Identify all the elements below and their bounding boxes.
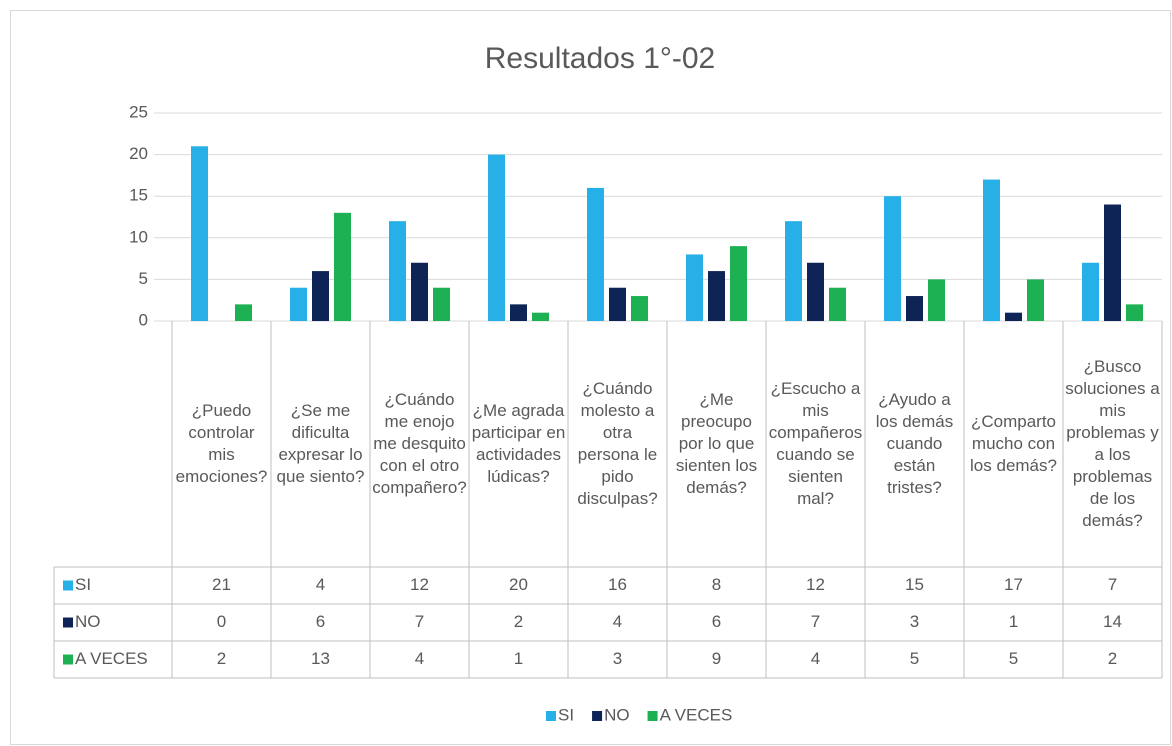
bar	[686, 254, 703, 321]
category-label: ¿Busco soluciones a mis problemas y a lo…	[1065, 357, 1160, 530]
bar	[730, 246, 747, 321]
legend-swatch	[647, 711, 658, 721]
table-value: 2	[514, 612, 523, 631]
bar	[191, 146, 208, 321]
legend-label: NO	[604, 705, 630, 724]
category-label: ¿Escucho a mis compañeros cuando se sien…	[768, 379, 863, 508]
bar	[389, 221, 406, 321]
bar	[631, 296, 648, 321]
bar	[532, 312, 549, 321]
bar	[983, 179, 1000, 321]
table-value: 2	[1108, 649, 1117, 668]
category-label: ¿Puedo controlar mis emociones?	[175, 401, 268, 486]
bar	[906, 296, 923, 321]
table-value: 7	[1108, 575, 1117, 594]
y-tick-label: 0	[139, 310, 148, 329]
bar	[433, 287, 450, 321]
chart-border	[10, 10, 1171, 745]
table-value: 6	[316, 612, 325, 631]
legend-swatch	[546, 711, 556, 721]
table-value: 17	[1004, 575, 1023, 594]
bar	[807, 262, 824, 321]
bar	[1005, 312, 1022, 321]
table-value: 3	[613, 649, 622, 668]
bar	[884, 196, 901, 321]
bar	[290, 287, 307, 321]
table-row-label: A VECES	[75, 649, 148, 668]
table-value: 20	[509, 575, 528, 594]
table-value: 0	[217, 612, 226, 631]
table-value: 1	[1009, 612, 1018, 631]
table-value: 8	[712, 575, 721, 594]
table-value: 13	[311, 649, 330, 668]
table-value: 15	[905, 575, 924, 594]
category-label: ¿Comparto mucho con los demás?	[970, 412, 1057, 475]
category-label: ¿Me preocupo por lo que sienten los demá…	[675, 390, 758, 497]
table-value: 16	[608, 575, 627, 594]
y-tick-label: 5	[139, 269, 148, 288]
table-value: 7	[415, 612, 424, 631]
bar	[411, 262, 428, 321]
table-value: 21	[212, 575, 231, 594]
table-value: 4	[415, 649, 424, 668]
legend-label: A VECES	[660, 705, 733, 724]
legend-key	[63, 654, 73, 665]
table-row-label: SI	[75, 575, 91, 594]
table-value: 7	[811, 612, 820, 631]
category-label: ¿Cuándo me enojo me desquito con el otro…	[372, 390, 467, 497]
table-value: 12	[410, 575, 429, 594]
table-row-label: NO	[75, 612, 101, 631]
category-label: ¿Se me dificulta expresar lo que siento?	[276, 401, 365, 486]
table-value: 4	[613, 612, 622, 631]
table-value: 2	[217, 649, 226, 668]
table-value: 12	[806, 575, 825, 594]
bar	[785, 221, 802, 321]
bar	[510, 304, 527, 321]
table-value: 14	[1103, 612, 1122, 631]
table-value: 4	[316, 575, 325, 594]
bar	[1082, 262, 1099, 321]
legend-swatch	[592, 711, 603, 721]
bar	[928, 279, 945, 321]
y-tick-label: 25	[129, 102, 148, 121]
category-label: ¿Me agrada participar en actividades lúd…	[471, 401, 566, 486]
table-value: 4	[811, 649, 820, 668]
bar	[1126, 304, 1143, 321]
y-tick-label: 15	[129, 186, 148, 205]
legend-key	[63, 617, 73, 628]
y-tick-label: 10	[129, 227, 148, 246]
table-value: 9	[712, 649, 721, 668]
bar	[829, 287, 846, 321]
bar	[334, 212, 351, 321]
bar	[587, 187, 604, 321]
category-label: ¿Cuándo molesto a otra persona le pido d…	[577, 379, 658, 508]
bar	[609, 287, 626, 321]
bar	[312, 271, 329, 321]
legend-key	[63, 580, 73, 591]
table-value: 5	[910, 649, 919, 668]
y-tick-label: 20	[129, 144, 148, 163]
chart-title: Resultados 1°-02	[485, 42, 715, 75]
bar	[235, 304, 252, 321]
table-value: 6	[712, 612, 721, 631]
legend-label: SI	[558, 705, 574, 724]
table-value: 5	[1009, 649, 1018, 668]
table-value: 3	[910, 612, 919, 631]
category-label: ¿Ayudo a los demás cuando están tristes?	[875, 390, 954, 497]
bar	[1104, 204, 1121, 321]
bar	[1027, 279, 1044, 321]
bar	[488, 154, 505, 321]
table-value: 1	[514, 649, 523, 668]
bar	[708, 271, 725, 321]
